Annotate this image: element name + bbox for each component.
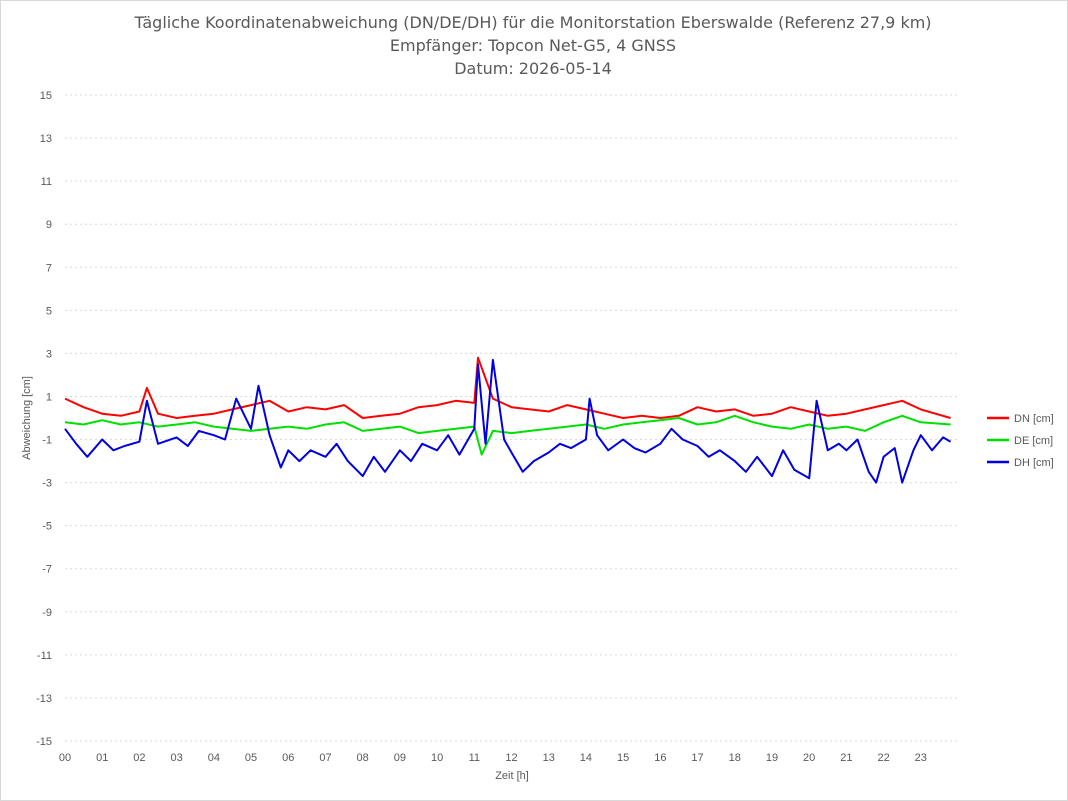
chart-subtitle-date: Datum: 2026-05-14 xyxy=(454,59,612,78)
x-tick-label: 01 xyxy=(96,752,108,764)
x-tick-label: 13 xyxy=(543,752,555,764)
y-tick-label: 7 xyxy=(46,262,52,274)
series-lines xyxy=(64,356,952,484)
x-tick-label: 12 xyxy=(505,752,517,764)
y-tick-label: -3 xyxy=(42,478,52,490)
y-tick-label: -13 xyxy=(36,693,52,705)
y-tick-label: -1 xyxy=(42,435,52,447)
y-tick-label: 9 xyxy=(46,219,52,231)
x-tick-label: 05 xyxy=(245,752,257,764)
y-axis-ticks: 15 13 11 9 7 5 3 1 -1 -3 -5 -7 -9 -11 -13 -15 xyxy=(36,90,52,748)
gridlines xyxy=(65,94,958,742)
x-tick-label: 17 xyxy=(691,752,703,764)
y-tick-label: 13 xyxy=(40,133,52,145)
x-tick-label: 22 xyxy=(877,752,889,764)
y-tick-label: 11 xyxy=(41,176,52,188)
x-tick-label: 04 xyxy=(208,752,220,764)
x-tick-label: 07 xyxy=(319,752,331,764)
legend-label: DN [cm] xyxy=(1014,413,1054,425)
x-tick-label: 20 xyxy=(803,752,815,764)
y-tick-label: -7 xyxy=(42,564,52,576)
x-tick-label: 23 xyxy=(915,752,927,764)
x-axis-ticks: 00 01 02 03 04 05 06 07 08 09 10 11 12 13 14 15 16 17 18 19… xyxy=(59,752,927,764)
x-tick-label: 15 xyxy=(617,752,629,764)
y-tick-label: 3 xyxy=(46,348,52,360)
x-tick-label: 09 xyxy=(394,752,406,764)
x-tick-label: 02 xyxy=(133,752,145,764)
y-tick-label: -11 xyxy=(37,650,52,662)
y-tick-label: -15 xyxy=(36,736,52,748)
y-tick-label: 1 xyxy=(46,391,52,403)
x-tick-label: 03 xyxy=(171,752,183,764)
y-tick-label: 5 xyxy=(46,305,52,317)
x-axis-label: Zeit [h] xyxy=(495,770,529,782)
y-tick-label: -9 xyxy=(42,607,52,619)
legend: DN [cm] DE [cm] DH [cm] xyxy=(987,413,1054,469)
legend-label: DE [cm] xyxy=(1014,435,1053,447)
x-tick-label: 06 xyxy=(282,752,294,764)
x-tick-label: 21 xyxy=(840,752,852,764)
series-line-dh xyxy=(64,358,952,484)
x-tick-label: 11 xyxy=(469,752,480,764)
y-tick-label: -5 xyxy=(42,521,52,533)
chart-title: Tägliche Koordinatenabweichung (DN/DE/DH… xyxy=(133,13,931,32)
x-tick-label: 16 xyxy=(654,752,666,764)
x-tick-label: 00 xyxy=(59,752,71,764)
y-tick-label: 15 xyxy=(40,90,52,102)
series-line-dn xyxy=(64,356,951,419)
x-tick-label: 14 xyxy=(580,752,592,764)
series-line-de xyxy=(64,414,951,456)
x-tick-label: 18 xyxy=(729,752,741,764)
legend-label: DH [cm] xyxy=(1014,457,1054,469)
chart-subtitle-receiver: Empfänger: Topcon Net-G5, 4 GNSS xyxy=(390,36,676,55)
y-axis-label: Abweichung [cm] xyxy=(21,376,33,460)
x-tick-label: 08 xyxy=(357,752,369,764)
x-tick-label: 19 xyxy=(766,752,778,764)
x-tick-label: 10 xyxy=(431,752,443,764)
